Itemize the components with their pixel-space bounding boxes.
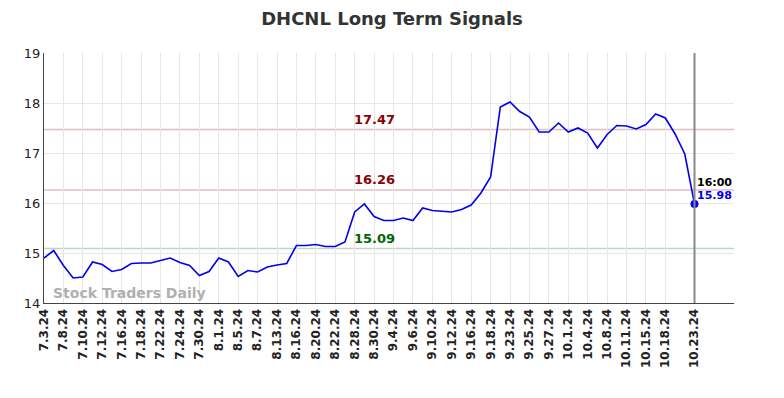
svg-text:8.7.24: 8.7.24 <box>251 309 265 352</box>
svg-text:Stock Traders Daily: Stock Traders Daily <box>53 285 206 301</box>
svg-text:8.22.24: 8.22.24 <box>328 309 342 360</box>
svg-text:9.18.24: 9.18.24 <box>484 309 498 360</box>
svg-text:8.1.24: 8.1.24 <box>212 309 226 352</box>
svg-text:10.15.24: 10.15.24 <box>639 309 653 368</box>
svg-text:16: 16 <box>24 196 41 211</box>
svg-text:10.11.24: 10.11.24 <box>619 309 633 368</box>
svg-text:7.30.24: 7.30.24 <box>192 309 206 360</box>
svg-text:16.26: 16.26 <box>354 172 395 187</box>
svg-text:7.3.24: 7.3.24 <box>37 309 51 352</box>
svg-text:8.30.24: 8.30.24 <box>367 309 381 360</box>
svg-text:8.20.24: 8.20.24 <box>309 309 323 360</box>
svg-text:16:00: 16:00 <box>697 176 732 189</box>
svg-text:8.13.24: 8.13.24 <box>270 309 284 360</box>
svg-text:8.28.24: 8.28.24 <box>348 309 362 360</box>
svg-text:18: 18 <box>24 96 41 111</box>
svg-text:19: 19 <box>24 46 41 61</box>
svg-text:10.18.24: 10.18.24 <box>658 309 672 368</box>
svg-text:8.5.24: 8.5.24 <box>231 309 245 352</box>
svg-text:DHCNL Long Term Signals: DHCNL Long Term Signals <box>261 8 523 29</box>
svg-text:9.10.24: 9.10.24 <box>425 309 439 360</box>
svg-text:7.10.24: 7.10.24 <box>76 309 90 360</box>
svg-text:15.98: 15.98 <box>697 189 732 202</box>
svg-text:15: 15 <box>24 246 41 261</box>
svg-text:9.27.24: 9.27.24 <box>542 309 556 360</box>
svg-text:14: 14 <box>24 296 41 311</box>
svg-text:7.16.24: 7.16.24 <box>115 309 129 360</box>
svg-text:9.23.24: 9.23.24 <box>503 309 517 360</box>
svg-text:9.12.24: 9.12.24 <box>445 309 459 360</box>
svg-text:17.47: 17.47 <box>354 112 395 127</box>
svg-text:7.8.24: 7.8.24 <box>56 309 70 352</box>
svg-text:7.12.24: 7.12.24 <box>95 309 109 360</box>
svg-text:9.25.24: 9.25.24 <box>522 309 536 360</box>
svg-text:9.6.24: 9.6.24 <box>406 309 420 352</box>
svg-text:9.16.24: 9.16.24 <box>464 309 478 360</box>
svg-text:10.23.24: 10.23.24 <box>687 309 701 368</box>
svg-text:15.09: 15.09 <box>354 231 395 246</box>
svg-text:7.22.24: 7.22.24 <box>153 309 167 360</box>
svg-text:10.1.24: 10.1.24 <box>561 309 575 360</box>
svg-text:8.16.24: 8.16.24 <box>289 309 303 360</box>
svg-text:10.4.24: 10.4.24 <box>581 309 595 360</box>
svg-text:10.8.24: 10.8.24 <box>600 309 614 360</box>
svg-text:7.18.24: 7.18.24 <box>134 309 148 360</box>
svg-text:17: 17 <box>24 146 41 161</box>
svg-text:9.4.24: 9.4.24 <box>386 309 400 352</box>
svg-text:7.24.24: 7.24.24 <box>173 309 187 360</box>
